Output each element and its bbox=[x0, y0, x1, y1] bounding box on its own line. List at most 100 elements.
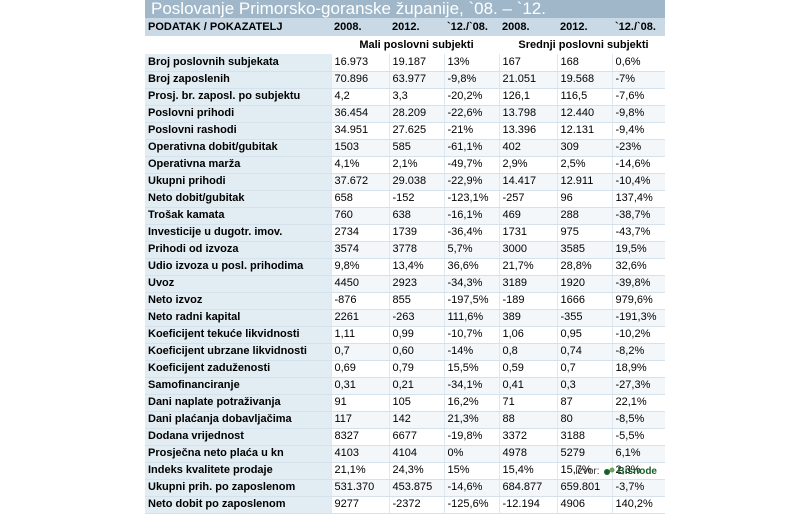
row-label: Dani plaćanja dobavljačima bbox=[145, 411, 331, 429]
table-cell: 5,7% bbox=[443, 241, 499, 259]
table-cell: 3000 bbox=[498, 241, 557, 259]
table-cell: 0,69 bbox=[330, 360, 389, 378]
table-cell: 0,7 bbox=[330, 343, 389, 361]
table-cell: -197,5% bbox=[443, 292, 499, 310]
table-cell: 21,7% bbox=[498, 258, 557, 276]
row-label: Dani naplate potraživanja bbox=[145, 394, 331, 412]
column-header: 2008. bbox=[331, 18, 389, 36]
table-cell: 6677 bbox=[388, 428, 444, 446]
table-cell: 4906 bbox=[556, 496, 612, 514]
table-cell: 658 bbox=[330, 190, 389, 208]
table-cell: -39,8% bbox=[611, 275, 665, 293]
column-header: 2012. bbox=[557, 18, 612, 36]
row-label: Neto izvoz bbox=[145, 292, 331, 310]
table-cell: 13.396 bbox=[498, 122, 557, 140]
table-cell: 12.911 bbox=[556, 173, 612, 191]
table-cell: 9277 bbox=[330, 496, 389, 514]
table-cell: -20,2% bbox=[443, 88, 499, 106]
group-header-medium: Srednji poslovni subjekti bbox=[499, 36, 665, 54]
table-row: Neto radni kapital 2261 -263 111,6% 389 -355-… bbox=[145, 309, 665, 327]
table-cell: -123,1% bbox=[443, 190, 499, 208]
table-cell: 760 bbox=[330, 207, 389, 225]
table-cell: 979,6% bbox=[611, 292, 665, 310]
table-cell: 0,7 bbox=[556, 360, 612, 378]
table-cell: 0,99 bbox=[388, 326, 444, 344]
table-row: Broj zaposlenih 70.896 63.977 -9,8% 21.051 19… bbox=[145, 71, 665, 89]
table-body: Broj poslovnih subjekata 16.973 19.187 13% 1… bbox=[145, 54, 665, 514]
table-cell: 27.625 bbox=[388, 122, 444, 140]
table-row: Dani plaćanja dobavljačima 117 142 21,3% 88 8… bbox=[145, 411, 665, 429]
table-cell: 6,1% bbox=[611, 445, 665, 463]
table-cell: 88 bbox=[498, 411, 557, 429]
column-header: `12./`08. bbox=[612, 18, 665, 36]
table-cell: 0,41 bbox=[498, 377, 557, 395]
table-cell: 3585 bbox=[556, 241, 612, 259]
table-cell: 4103 bbox=[330, 445, 389, 463]
table-cell: -22,6% bbox=[443, 105, 499, 123]
table-cell: 975 bbox=[556, 224, 612, 242]
table-cell: 19.187 bbox=[388, 54, 444, 72]
table-cell: 4978 bbox=[498, 445, 557, 463]
table-cell: 167 bbox=[498, 54, 557, 72]
table-cell: 0,79 bbox=[388, 360, 444, 378]
row-label: Neto dobit po zaposlenom bbox=[145, 496, 331, 514]
table-cell: -189 bbox=[498, 292, 557, 310]
table-cell: -21% bbox=[443, 122, 499, 140]
table-cell: 36.454 bbox=[330, 105, 389, 123]
table-cell: 117 bbox=[330, 411, 389, 429]
table-cell: 12.440 bbox=[556, 105, 612, 123]
bisnode-logo-icon bbox=[603, 467, 615, 475]
table-row: Uvoz 4450 2923 -34,3% 3189 1920 -39,8% bbox=[145, 275, 665, 293]
table-cell: 2,5% bbox=[556, 156, 612, 174]
table-cell: -36,4% bbox=[443, 224, 499, 242]
table-row: Koeficijent zaduženosti 0,69 0,79 15,5% 0,59… bbox=[145, 360, 665, 378]
row-label: Uvoz bbox=[145, 275, 331, 293]
table-cell: 469 bbox=[498, 207, 557, 225]
table-cell: 28,8% bbox=[556, 258, 612, 276]
table-cell: -16,1% bbox=[443, 207, 499, 225]
table-cell: 70.896 bbox=[330, 71, 389, 89]
table-cell: -876 bbox=[330, 292, 389, 310]
bisnode-logo: Bisnode bbox=[603, 465, 657, 478]
table-cell: 13% bbox=[443, 54, 499, 72]
table-cell: 288 bbox=[556, 207, 612, 225]
table-cell: 1731 bbox=[498, 224, 557, 242]
table-cell: 142 bbox=[388, 411, 444, 429]
row-label: Udio izvoza u posl. prihodima bbox=[145, 258, 331, 276]
bisnode-logo-text: Bisnode bbox=[617, 466, 657, 477]
table-cell: 0,6% bbox=[611, 54, 665, 72]
table-cell: 37.672 bbox=[330, 173, 389, 191]
row-label: Poslovni prihodi bbox=[145, 105, 331, 123]
table-cell: 21.051 bbox=[498, 71, 557, 89]
table-cell: 402 bbox=[498, 139, 557, 157]
table-cell: 96 bbox=[556, 190, 612, 208]
row-label: Koeficijent zaduženosti bbox=[145, 360, 331, 378]
table-cell: 2,9% bbox=[498, 156, 557, 174]
table-cell: 63.977 bbox=[388, 71, 444, 89]
table-cell: -7% bbox=[611, 71, 665, 89]
table-cell: -7,6% bbox=[611, 88, 665, 106]
table-cell: 0,3 bbox=[556, 377, 612, 395]
table-cell: 1503 bbox=[330, 139, 389, 157]
table-cell: -49,7% bbox=[443, 156, 499, 174]
table-cell: 15,4% bbox=[498, 462, 557, 480]
table-cell: 22,1% bbox=[611, 394, 665, 412]
table-cell: 2,3% bbox=[611, 462, 665, 480]
table-cell: 32,6% bbox=[611, 258, 665, 276]
table-cell: 4450 bbox=[330, 275, 389, 293]
table-cell: 1739 bbox=[388, 224, 444, 242]
table-cell: -38,7% bbox=[611, 207, 665, 225]
table-cell: 2261 bbox=[330, 309, 389, 327]
row-label: Samofinanciranje bbox=[145, 377, 331, 395]
table-cell: 684.877 bbox=[498, 479, 557, 497]
row-label: Indeks kvalitete prodaje bbox=[145, 462, 331, 480]
table-cell: -10,2% bbox=[611, 326, 665, 344]
header-row: PODATAK / POKAZATELJ 2008. 2012. `12./`0… bbox=[145, 18, 665, 36]
table-cell: -3,7% bbox=[611, 479, 665, 497]
table-cell: 1,06 bbox=[498, 326, 557, 344]
table-cell: 16.973 bbox=[330, 54, 389, 72]
table-cell: -23% bbox=[611, 139, 665, 157]
row-label: Trošak kamata bbox=[145, 207, 331, 225]
table-cell: 15% bbox=[443, 462, 499, 480]
table-cell: 0,95 bbox=[556, 326, 612, 344]
